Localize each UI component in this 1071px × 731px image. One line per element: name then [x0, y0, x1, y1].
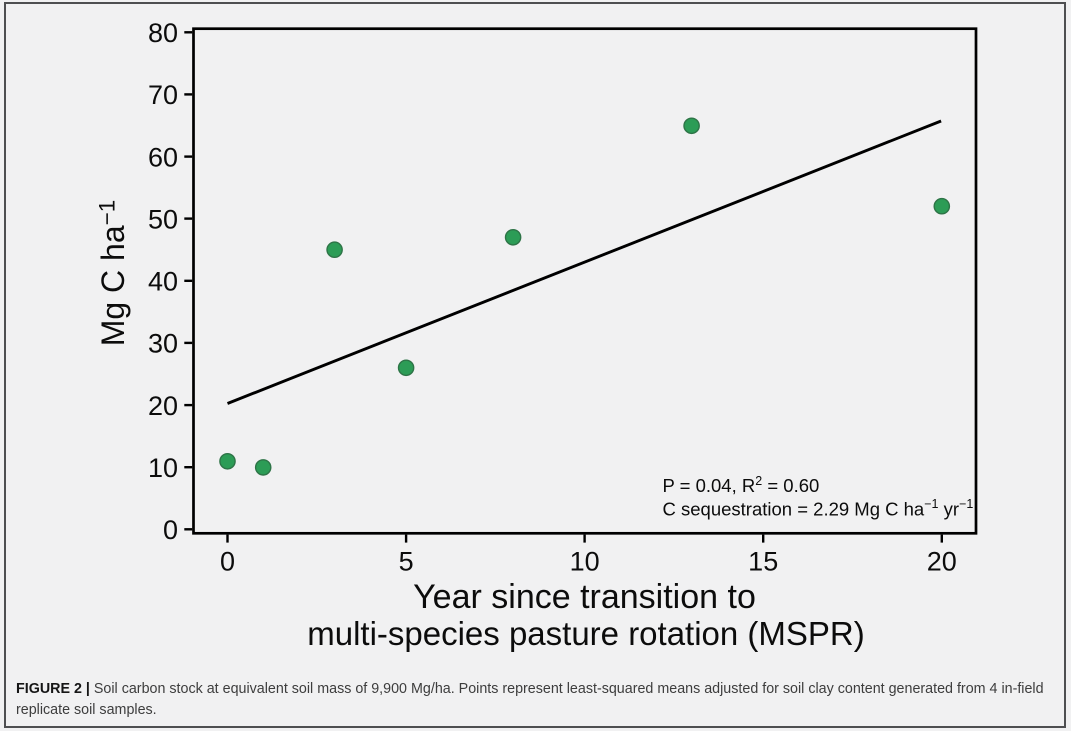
svg-text:60: 60 — [148, 142, 178, 172]
svg-text:15: 15 — [748, 547, 778, 577]
svg-text:50: 50 — [148, 204, 178, 234]
svg-text:40: 40 — [148, 267, 178, 297]
svg-text:5: 5 — [399, 547, 414, 577]
svg-text:30: 30 — [148, 329, 178, 359]
svg-text:10: 10 — [570, 547, 600, 577]
svg-text:P = 0.04, R2 = 0.60: P = 0.04, R2 = 0.60 — [663, 474, 820, 496]
svg-text:0: 0 — [163, 515, 178, 545]
svg-text:10: 10 — [148, 453, 178, 483]
svg-text:C sequestration = 2.29 Mg C ha: C sequestration = 2.29 Mg C ha−1 yr−1 — [663, 497, 974, 520]
svg-text:Year since transition to: Year since transition to — [413, 578, 756, 616]
svg-text:80: 80 — [148, 18, 178, 48]
svg-text:70: 70 — [148, 80, 178, 110]
svg-text:Mg C ha−1: Mg C ha−1 — [95, 200, 132, 347]
svg-text:20: 20 — [927, 547, 957, 577]
svg-text:20: 20 — [148, 391, 178, 421]
svg-text:0: 0 — [220, 547, 235, 577]
svg-text:multi-species pasture rotation: multi-species pasture rotation (MSPR) — [307, 615, 865, 652]
